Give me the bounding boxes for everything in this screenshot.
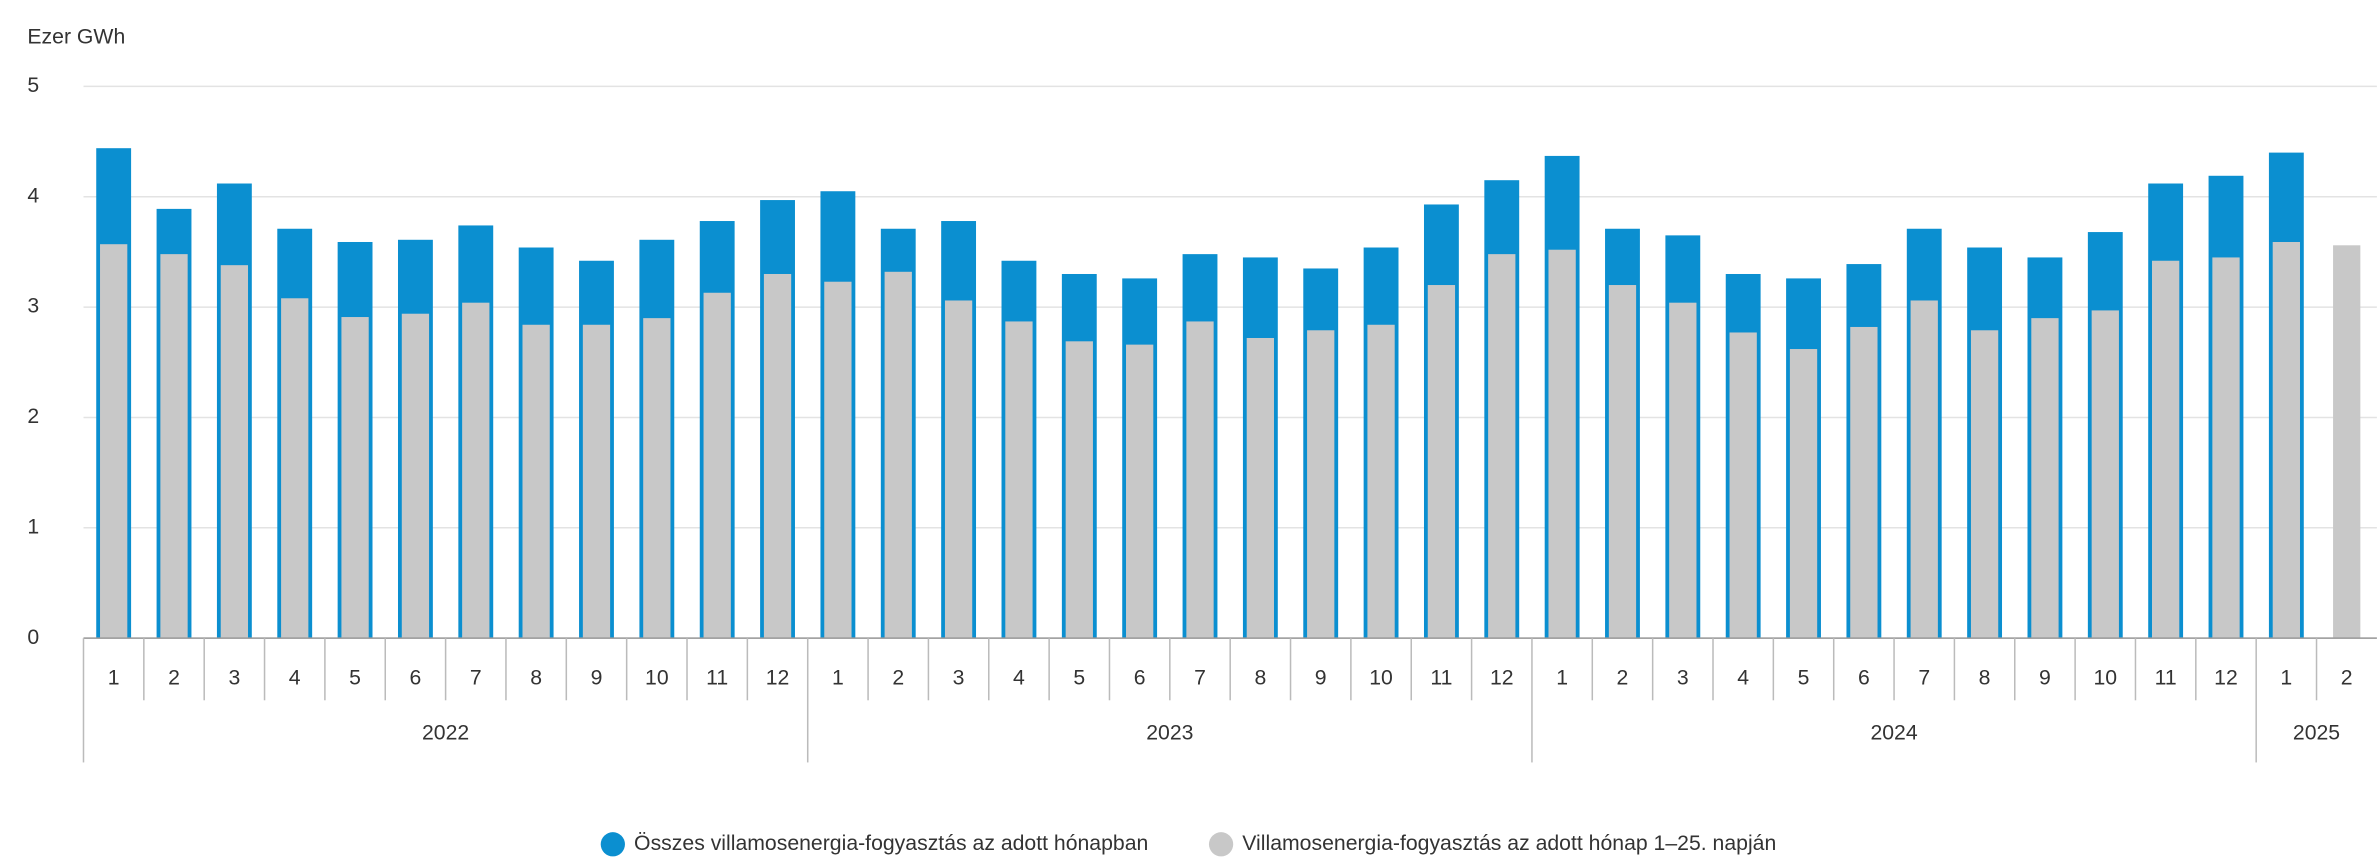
x-tick-label: 10 xyxy=(645,667,669,690)
bar xyxy=(220,265,249,639)
bar xyxy=(281,298,309,639)
x-tick-label: 10 xyxy=(1369,667,1393,690)
y-axis-label: Ezer GWh xyxy=(27,26,125,49)
bar xyxy=(1669,302,1697,639)
x-tick-label: 6 xyxy=(410,667,422,690)
x-tick-label: 11 xyxy=(1430,667,1452,690)
year-label: 2024 xyxy=(1870,721,1917,744)
x-tick-label: 2 xyxy=(892,667,904,690)
legend-label: Villamosenergia-fogyasztás az adott hóna… xyxy=(1242,832,1776,855)
bar xyxy=(2031,318,2059,639)
bar xyxy=(2152,260,2180,639)
bar xyxy=(1427,285,1456,639)
x-tick-label: 5 xyxy=(1073,667,1085,690)
bar xyxy=(1307,330,1335,639)
bar xyxy=(703,292,731,639)
x-tick-label: 11 xyxy=(706,667,728,690)
bar xyxy=(1608,285,1637,639)
bar xyxy=(160,254,188,639)
y-tick-label: 5 xyxy=(27,74,39,97)
y-tick-label: 1 xyxy=(27,515,39,538)
bar xyxy=(1548,249,1576,639)
bar xyxy=(1729,332,1757,639)
x-tick-label: 2 xyxy=(168,667,180,690)
bar xyxy=(884,271,912,639)
bar xyxy=(341,317,369,639)
bar xyxy=(763,273,792,639)
bar xyxy=(1850,326,1878,639)
bar xyxy=(824,281,852,639)
bar xyxy=(462,302,490,639)
bar xyxy=(1005,321,1033,639)
x-tick-label: 7 xyxy=(1918,667,1930,690)
bar xyxy=(2212,257,2240,639)
x-tick-label: 5 xyxy=(1798,667,1810,690)
bar xyxy=(582,324,611,639)
x-tick-label: 11 xyxy=(2155,667,2177,690)
x-tick-label: 2 xyxy=(1617,667,1629,690)
bar xyxy=(1126,344,1154,639)
x-tick-label: 8 xyxy=(1979,667,1991,690)
bar xyxy=(643,318,671,639)
x-tick-label: 3 xyxy=(1677,667,1689,690)
bar xyxy=(2272,241,2300,639)
x-tick-label: 1 xyxy=(108,667,120,690)
x-tick-label: 6 xyxy=(1134,667,1146,690)
bar xyxy=(1367,324,1395,639)
legend-swatch xyxy=(600,832,625,857)
bar xyxy=(100,244,128,639)
legend-label: Összes villamosenergia-fogyasztás az ado… xyxy=(634,831,1148,855)
x-tick-label: 3 xyxy=(228,667,240,690)
x-tick-label: 12 xyxy=(1490,667,1514,690)
x-tick-label: 12 xyxy=(766,667,790,690)
year-label: 2023 xyxy=(1146,721,1193,744)
x-tick-label: 1 xyxy=(832,667,844,690)
x-tick-label: 9 xyxy=(2039,667,2051,690)
bar xyxy=(1789,349,1818,639)
x-tick-label: 4 xyxy=(1737,667,1749,690)
x-tick-label: 10 xyxy=(2093,667,2117,690)
bar xyxy=(1246,337,1275,639)
bar xyxy=(944,300,973,639)
y-tick-label: 2 xyxy=(27,405,39,428)
x-tick-label: 12 xyxy=(2214,667,2238,690)
bar xyxy=(1910,300,1938,639)
x-tick-label: 1 xyxy=(2280,667,2292,690)
x-tick-label: 3 xyxy=(953,667,965,690)
x-tick-label: 5 xyxy=(349,667,361,690)
x-tick-label: 2 xyxy=(2341,667,2353,690)
y-tick-label: 0 xyxy=(27,626,39,649)
x-tick-label: 9 xyxy=(1315,667,1327,690)
bar xyxy=(1970,330,1999,639)
bar xyxy=(2333,245,2361,639)
y-tick-label: 4 xyxy=(27,184,39,207)
x-tick-label: 4 xyxy=(1013,667,1025,690)
year-label: 2025 xyxy=(2293,721,2340,744)
bar xyxy=(1065,341,1093,639)
x-tick-label: 9 xyxy=(591,667,603,690)
bar xyxy=(522,324,550,639)
x-tick-label: 8 xyxy=(530,667,542,690)
x-tick-label: 6 xyxy=(1858,667,1870,690)
x-tick-label: 7 xyxy=(1194,667,1206,690)
legend-swatch xyxy=(1208,832,1234,857)
year-label: 2022 xyxy=(422,721,469,744)
x-tick-label: 8 xyxy=(1254,667,1266,690)
x-tick-label: 1 xyxy=(1556,667,1568,690)
bar xyxy=(2091,310,2119,639)
bar xyxy=(1488,254,1516,639)
bar xyxy=(401,313,430,639)
bar xyxy=(1186,321,1214,639)
x-tick-label: 7 xyxy=(470,667,482,690)
y-tick-label: 3 xyxy=(27,295,39,318)
x-tick-label: 4 xyxy=(289,667,301,690)
